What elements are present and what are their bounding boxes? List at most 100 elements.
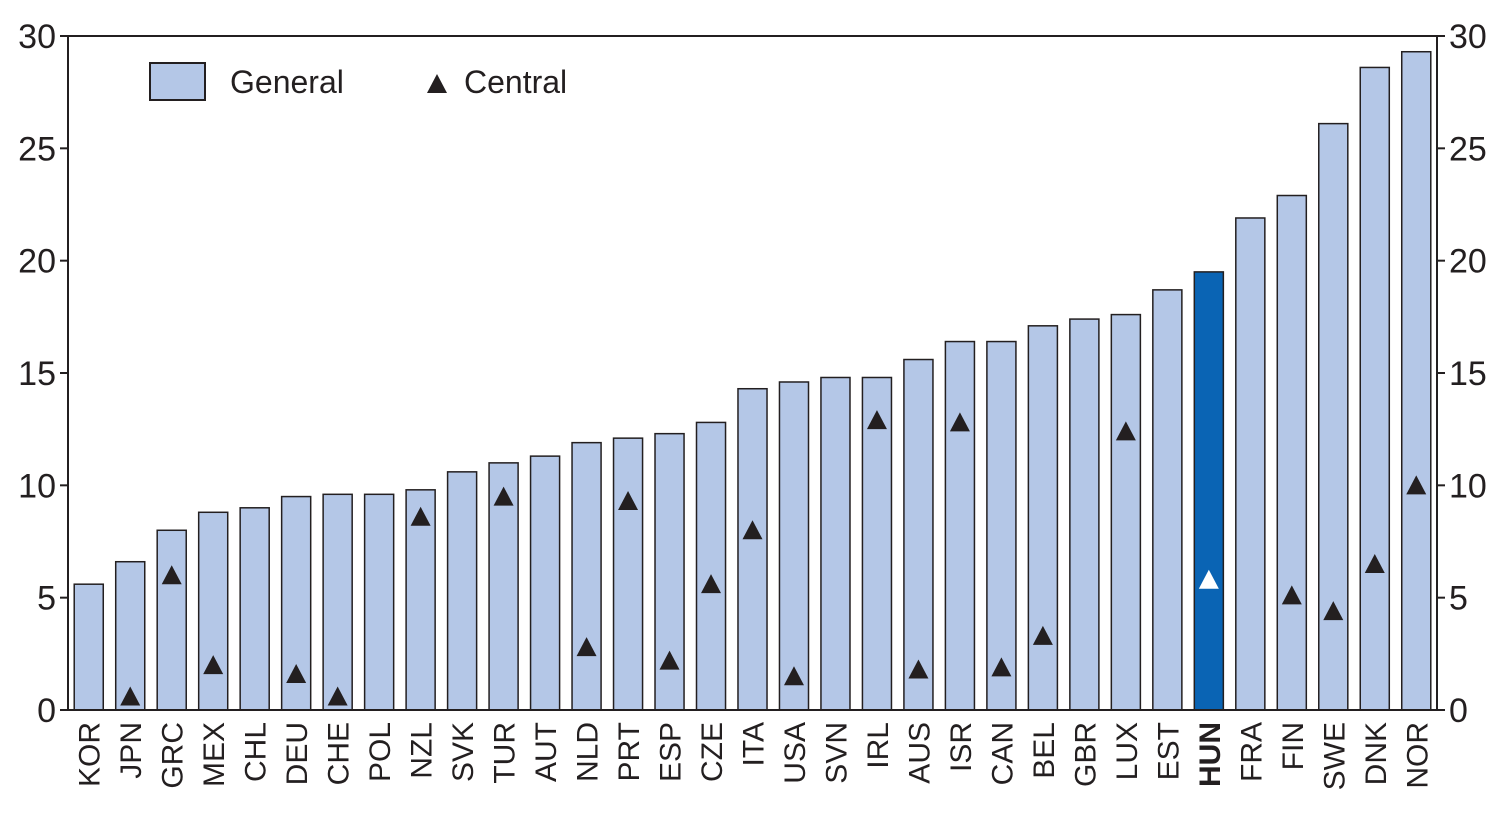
y-tick-label-right: 15 (1449, 355, 1487, 393)
marker-nld (576, 637, 597, 657)
x-tick-label-tur: TUR (489, 722, 522, 784)
marker-dnk (1364, 553, 1385, 573)
y-tick-label-left: 15 (18, 355, 56, 393)
legend-label-central: Central (464, 64, 567, 100)
bar-gbr (1069, 318, 1100, 711)
x-tick-label-jpn: JPN (115, 722, 148, 779)
bar-chl (239, 507, 270, 711)
marker-grc (161, 565, 182, 585)
x-tick-label-cze: CZE (696, 722, 729, 782)
bar-jpn (114, 560, 146, 711)
marker-lux (1115, 421, 1136, 441)
marker-che (327, 686, 348, 706)
y-axis-left: 0 5 10 15 20 25 30 (18, 18, 68, 730)
marker-ita (742, 520, 763, 540)
x-tick-label-aut: AUT (530, 722, 563, 782)
x-tick-label-fra: FRA (1235, 722, 1268, 782)
x-tick-label-nzl: NZL (406, 722, 439, 779)
bar-fin (1276, 194, 1308, 711)
marker-nzl (410, 506, 431, 526)
bar-che (322, 493, 353, 711)
marker-fin (1281, 585, 1302, 605)
bar-aus (903, 358, 934, 711)
y-tick-label-left: 20 (18, 243, 56, 281)
bar-lux (1110, 313, 1142, 711)
x-axis: KOR JPN GRC MEX CHL DEU CHE POL NZL SVK TUR AUT NLD P… (74, 722, 1435, 790)
legend-swatch-central (427, 74, 447, 93)
bar-series-general (73, 50, 1432, 711)
y-tick-label-right: 5 (1449, 580, 1468, 618)
bar-svk (446, 471, 478, 711)
bar-nld (571, 441, 602, 711)
bar-swe (1318, 122, 1349, 711)
x-tick-label-chl: CHL (240, 722, 273, 782)
bar-nor (1400, 50, 1432, 711)
y-tick-label-left: 10 (18, 467, 56, 505)
y-tick-label-right: 20 (1449, 243, 1487, 281)
x-tick-label-gbr: GBR (1069, 722, 1102, 787)
bar-hun (1193, 271, 1225, 711)
bar-kor (73, 583, 105, 711)
y-tick-label-left: 0 (37, 692, 56, 730)
x-tick-label-svn: SVN (820, 722, 853, 784)
bar-bel (1027, 325, 1059, 711)
marker-isr (949, 412, 970, 432)
y-tick-label-right: 0 (1449, 692, 1468, 730)
marker-usa (783, 666, 804, 686)
x-tick-label-kor: KOR (74, 722, 107, 787)
x-tick-label-pol: POL (364, 722, 397, 782)
y-tick-label-left: 5 (37, 580, 56, 618)
bar-cze (695, 421, 727, 711)
x-tick-label-che: CHE (323, 722, 356, 785)
x-tick-label-irl: IRL (862, 722, 895, 769)
bar-svn (820, 376, 851, 711)
x-tick-label-nld: NLD (572, 722, 605, 782)
y-axis-right: 0 5 10 15 20 25 30 (1437, 18, 1487, 730)
legend-swatch-general (149, 62, 206, 101)
bar-irl (861, 376, 893, 711)
x-tick-label-usa: USA (779, 722, 812, 784)
marker-irl (866, 410, 887, 430)
marker-series-central (120, 410, 1427, 706)
marker-aus (908, 659, 929, 679)
x-tick-label-lux: LUX (1111, 722, 1144, 780)
x-tick-label-mex: MEX (198, 722, 231, 787)
x-tick-label-svk: SVK (447, 722, 480, 782)
x-tick-label-dnk: DNK (1360, 722, 1393, 785)
bar-aut (529, 455, 561, 711)
bar-ita (737, 387, 768, 711)
bar-nzl (405, 489, 436, 711)
x-tick-label-prt: PRT (613, 722, 646, 781)
bar-est (1152, 289, 1183, 711)
x-tick-label-est: EST (1152, 722, 1185, 780)
bar-dnk (1359, 66, 1391, 711)
marker-bel (1032, 625, 1053, 645)
marker-tur (493, 486, 514, 506)
bar-mex (197, 511, 229, 711)
bar-pol (363, 493, 395, 711)
legend-label-general: General (230, 64, 344, 100)
marker-prt (618, 491, 639, 511)
marker-esp (659, 650, 680, 670)
bar-isr (944, 340, 976, 711)
bar-grc (156, 529, 187, 711)
x-tick-label-nor: NOR (1401, 722, 1434, 789)
bar-prt (612, 437, 644, 711)
x-tick-label-can: CAN (986, 722, 1019, 785)
y-tick-label-left: 25 (18, 130, 56, 168)
marker-nor (1406, 475, 1427, 495)
y-tick-label-right: 25 (1449, 130, 1487, 168)
marker-hun (1198, 569, 1219, 589)
marker-can (991, 657, 1012, 677)
x-tick-label-hun: HUN (1194, 722, 1227, 787)
y-tick-label-right: 30 (1449, 18, 1487, 56)
x-tick-label-bel: BEL (1028, 722, 1061, 779)
bar-can (986, 340, 1017, 711)
marker-swe (1323, 601, 1344, 621)
legend: General Central (149, 62, 567, 101)
marker-deu (286, 664, 307, 684)
bar-fra (1235, 217, 1266, 711)
y-tick-label-left: 30 (18, 18, 56, 56)
x-tick-label-grc: GRC (157, 722, 190, 789)
